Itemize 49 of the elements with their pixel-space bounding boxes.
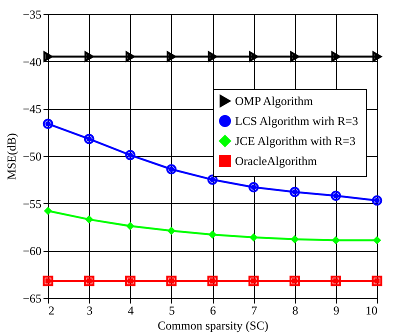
x-tick-label: 8 <box>292 304 298 318</box>
point <box>290 276 300 286</box>
point <box>249 51 258 62</box>
y-tick-label: −50 <box>22 150 42 164</box>
point <box>166 276 177 286</box>
x-tick-label: 3 <box>86 304 93 318</box>
point <box>331 51 340 62</box>
point <box>372 276 382 286</box>
point <box>372 51 382 62</box>
legend-label: OracleAlgorithm <box>235 154 318 168</box>
point <box>330 190 342 201</box>
point <box>208 51 218 62</box>
point <box>290 186 300 198</box>
y-tick-label: −60 <box>22 244 42 258</box>
point <box>248 276 259 286</box>
x-tick-label: 10 <box>366 304 378 318</box>
point <box>166 164 177 174</box>
x-tick-label: 7 <box>251 304 258 318</box>
point <box>372 195 382 206</box>
x-tick-label: 6 <box>210 304 216 318</box>
point <box>166 51 176 62</box>
point <box>84 276 94 286</box>
point <box>42 118 54 129</box>
x-axis-title: Common sparsity (SC) <box>158 318 268 332</box>
x-tick-label: 2 <box>48 304 54 318</box>
y-tick-label: −55 <box>22 196 42 211</box>
point <box>84 134 94 144</box>
x-tick-label: 9 <box>333 304 340 318</box>
point <box>330 276 342 286</box>
y-tick-label: −65 <box>22 292 42 306</box>
point <box>126 51 135 62</box>
point <box>125 150 136 160</box>
legend-label: LCS Algorithm wirh R=3 <box>235 114 358 128</box>
x-tick-label: 5 <box>168 304 175 318</box>
point <box>43 51 53 62</box>
point <box>248 182 259 192</box>
y-tick-label: −35 <box>22 8 42 22</box>
point <box>207 174 218 185</box>
y-tick-label: −45 <box>22 102 42 116</box>
point <box>84 51 94 62</box>
point <box>290 51 300 62</box>
x-tick-label: 4 <box>128 304 134 318</box>
legend-label: OMP Algorithm <box>235 94 314 108</box>
y-tick-label: −40 <box>22 54 42 69</box>
point <box>125 276 136 286</box>
legend-label: JCE Algorithm with R=3 <box>235 134 356 148</box>
point <box>207 276 218 286</box>
point <box>42 276 54 286</box>
y-axis-title: MSE(dB) <box>4 133 19 180</box>
